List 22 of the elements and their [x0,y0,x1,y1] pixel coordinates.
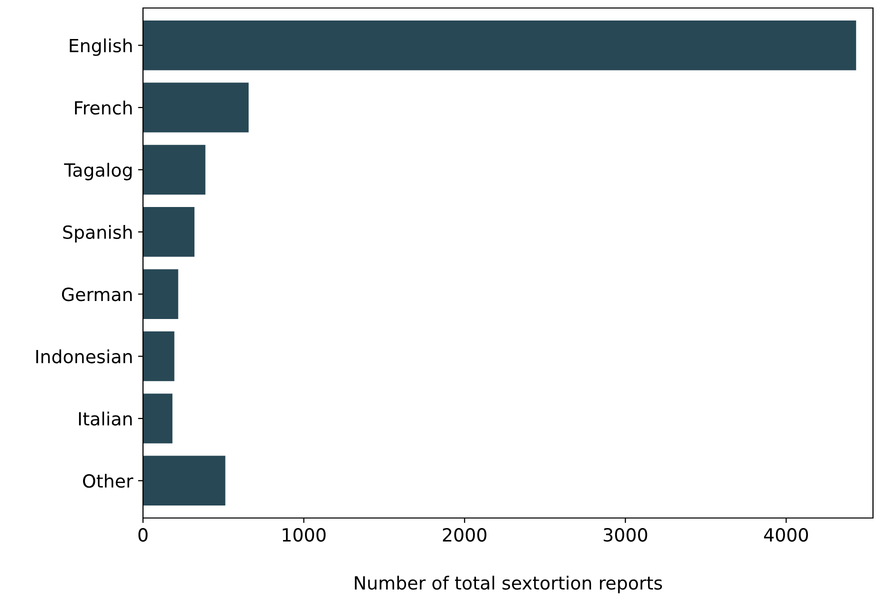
x-axis-title: Number of total sextortion reports [354,576,662,594]
bar [143,82,249,132]
x-tick-label: 3000 [604,528,648,542]
x-tick-label: 4000 [764,528,808,542]
bar [143,20,856,70]
y-tick-label: Other [83,474,134,488]
x-tick-label: 1000 [282,528,326,542]
bar [143,144,206,195]
y-tick-label: Italian [79,412,132,426]
bar [143,456,226,506]
bar [143,394,172,444]
y-tick-label: Indonesian [36,349,132,364]
bar [143,207,194,257]
bar [143,269,178,319]
bar [143,331,174,382]
y-tick-label: Tagalog [64,162,132,180]
x-tick-label: 0 [138,528,148,542]
y-tick-label: English [70,38,132,56]
x-tick-label: 2000 [442,528,486,542]
y-tick-label: French [75,100,132,115]
y-tick-label: Spanish [63,225,132,243]
y-tick-label: German [62,288,132,302]
